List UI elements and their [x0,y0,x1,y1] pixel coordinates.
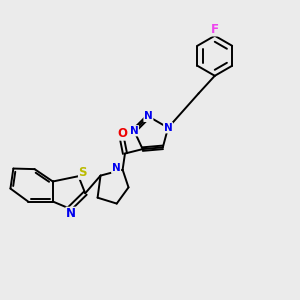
Text: F: F [211,23,219,36]
Text: N: N [130,126,138,136]
Text: O: O [117,127,127,140]
Text: N: N [112,163,121,173]
Text: N: N [66,207,76,220]
Text: N: N [164,123,172,133]
Text: N: N [144,111,153,122]
Text: S: S [79,166,87,179]
